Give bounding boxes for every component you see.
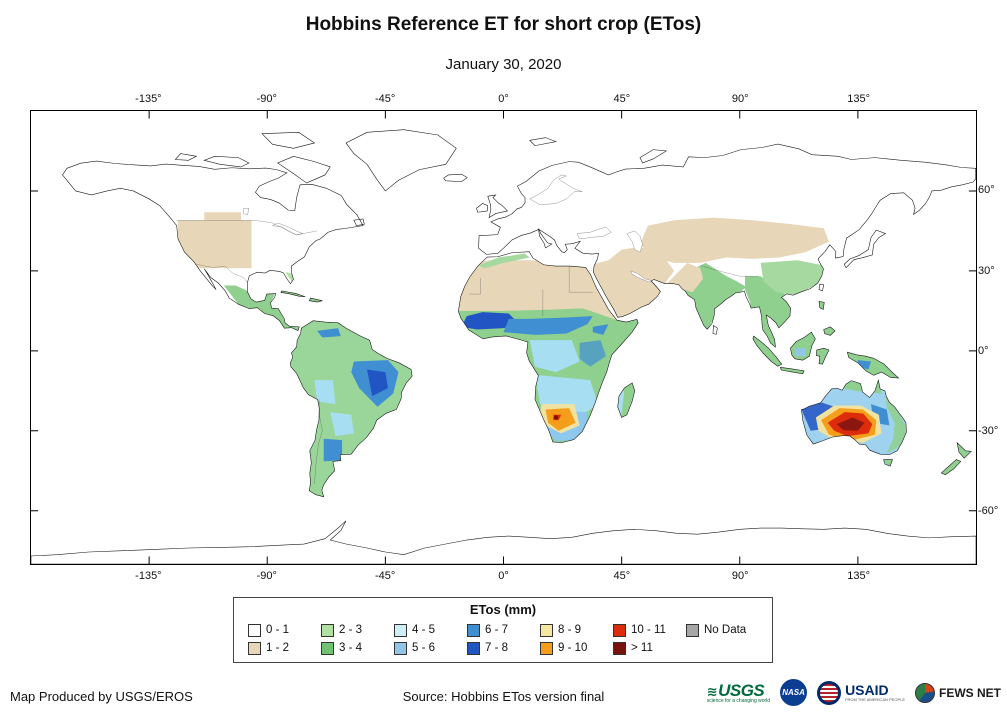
longitude-axis-bottom: -135° -90° -45° 0° 45° 90° 135° (30, 570, 977, 583)
legend-label: 7 - 8 (485, 642, 509, 654)
usaid-tagline: FROM THE AMERICAN PEOPLE (845, 697, 905, 702)
lon-label: 90° (731, 93, 749, 105)
fewsnet-globe-icon (915, 682, 935, 703)
produced-by-text: Map Produced by USGS/EROS (10, 689, 193, 704)
legend-swatch (467, 623, 480, 637)
lon-label: 45° (613, 93, 631, 105)
lon-label: 45° (613, 570, 631, 582)
legend-item: 4 - 5 (394, 623, 467, 637)
legend-item: 8 - 9 (540, 623, 613, 637)
usaid-logo-text: USAID (845, 682, 889, 698)
lat-label: 60° (978, 184, 995, 197)
legend-label: 6 - 7 (485, 624, 509, 636)
date-subtitle: January 30, 2020 (445, 56, 562, 73)
lat-label: -30° (978, 425, 999, 438)
legend-item: 6 - 7 (467, 623, 540, 637)
lakes-layer (244, 175, 652, 282)
lat-label: -60° (978, 505, 999, 518)
lon-label: -135° (135, 93, 162, 105)
lon-label: -45° (374, 93, 396, 105)
legend-swatch (467, 641, 480, 655)
legend-item: 10 - 11 (613, 623, 686, 637)
legend-swatch (394, 623, 407, 637)
usaid-logo: USAID FROM THE AMERICAN PEOPLE (817, 680, 905, 705)
legend-label: 8 - 9 (558, 624, 582, 636)
latitude-axis-left: 60° 30° 0° -30° -60° (1, 110, 55, 565)
legend-label: 2 - 3 (339, 624, 363, 636)
legend-swatch (248, 641, 261, 655)
legend: ETos (mm) 0 - 1 1 - 2 2 - 3 3 - 4 4 - 5 … (233, 597, 773, 663)
legend-swatch (321, 641, 334, 655)
nasa-logo: NASA (780, 679, 808, 706)
legend-label: > 11 (631, 642, 653, 654)
lat-label: 30° (978, 264, 995, 277)
longitude-axis-top: -135° -90° -45° 0° 45° 90° 135° (30, 93, 977, 106)
world-map (31, 111, 976, 564)
usgs-wave-icon: ≋ (706, 683, 718, 699)
legend-item: 2 - 3 (321, 623, 394, 637)
country-borders-layer (177, 220, 758, 484)
legend-title: ETos (mm) (469, 602, 537, 617)
lon-label: -90° (256, 570, 277, 582)
usaid-seal-icon (817, 680, 842, 705)
lon-label: -135° (135, 570, 162, 582)
legend-item: 1 - 2 (248, 641, 321, 655)
lon-label: 135° (847, 570, 871, 582)
legend-swatch (321, 623, 334, 637)
legend-swatch (613, 623, 626, 637)
nasa-logo-text: NASA (782, 688, 805, 697)
graticule-ticks (31, 111, 976, 564)
source-text: Source: Hobbins ETos version final (402, 689, 605, 704)
legend-grid: 0 - 1 1 - 2 2 - 3 3 - 4 4 - 5 5 - 6 6 - … (248, 621, 772, 657)
legend-label: 9 - 10 (558, 642, 588, 654)
usgs-logo-text: USGS (718, 680, 765, 700)
legend-item: 0 - 1 (248, 623, 321, 637)
lon-label: -45° (374, 570, 396, 582)
legend-swatch (540, 641, 553, 655)
legend-label: 10 - 11 (631, 624, 666, 636)
legend-label: 3 - 4 (339, 642, 363, 654)
legend-item: > 11 (613, 641, 686, 655)
lon-label: 135° (847, 93, 871, 105)
legend-label: 4 - 5 (412, 624, 436, 636)
page-title: Hobbins Reference ET for short crop (ETo… (305, 14, 702, 35)
fewsnet-logo-text: FEWS NET (939, 685, 1001, 700)
legend-swatch (540, 623, 553, 637)
lon-label: 0° (498, 93, 509, 105)
lon-label: 90° (731, 570, 749, 582)
fewsnet-logo: FEWS NET (915, 682, 1001, 703)
legend-swatch (248, 623, 261, 637)
legend-item: 9 - 10 (540, 641, 613, 655)
usgs-tagline: science for a changing world (706, 697, 771, 704)
map-frame (30, 110, 977, 565)
legend-swatch (394, 641, 407, 655)
lon-label: 0° (498, 570, 509, 582)
legend-swatch (613, 641, 626, 655)
legend-item: No Data (686, 623, 759, 637)
legend-label: 1 - 2 (266, 642, 290, 654)
legend-item: 3 - 4 (321, 641, 394, 655)
legend-swatch (686, 623, 699, 637)
legend-label: 5 - 6 (412, 642, 436, 654)
usgs-logo: ≋USGS science for a changing world (707, 682, 770, 704)
lat-label: 0° (978, 344, 989, 357)
legend-item: 5 - 6 (394, 641, 467, 655)
agency-logos: ≋USGS science for a changing world NASA … (707, 679, 1001, 706)
legend-label: No Data (704, 624, 747, 636)
legend-label: 0 - 1 (266, 624, 290, 636)
legend-item: 7 - 8 (467, 641, 540, 655)
lon-label: -90° (256, 93, 277, 105)
latitude-axis-right: 60° 30° 0° -30° -60° (978, 110, 1005, 565)
